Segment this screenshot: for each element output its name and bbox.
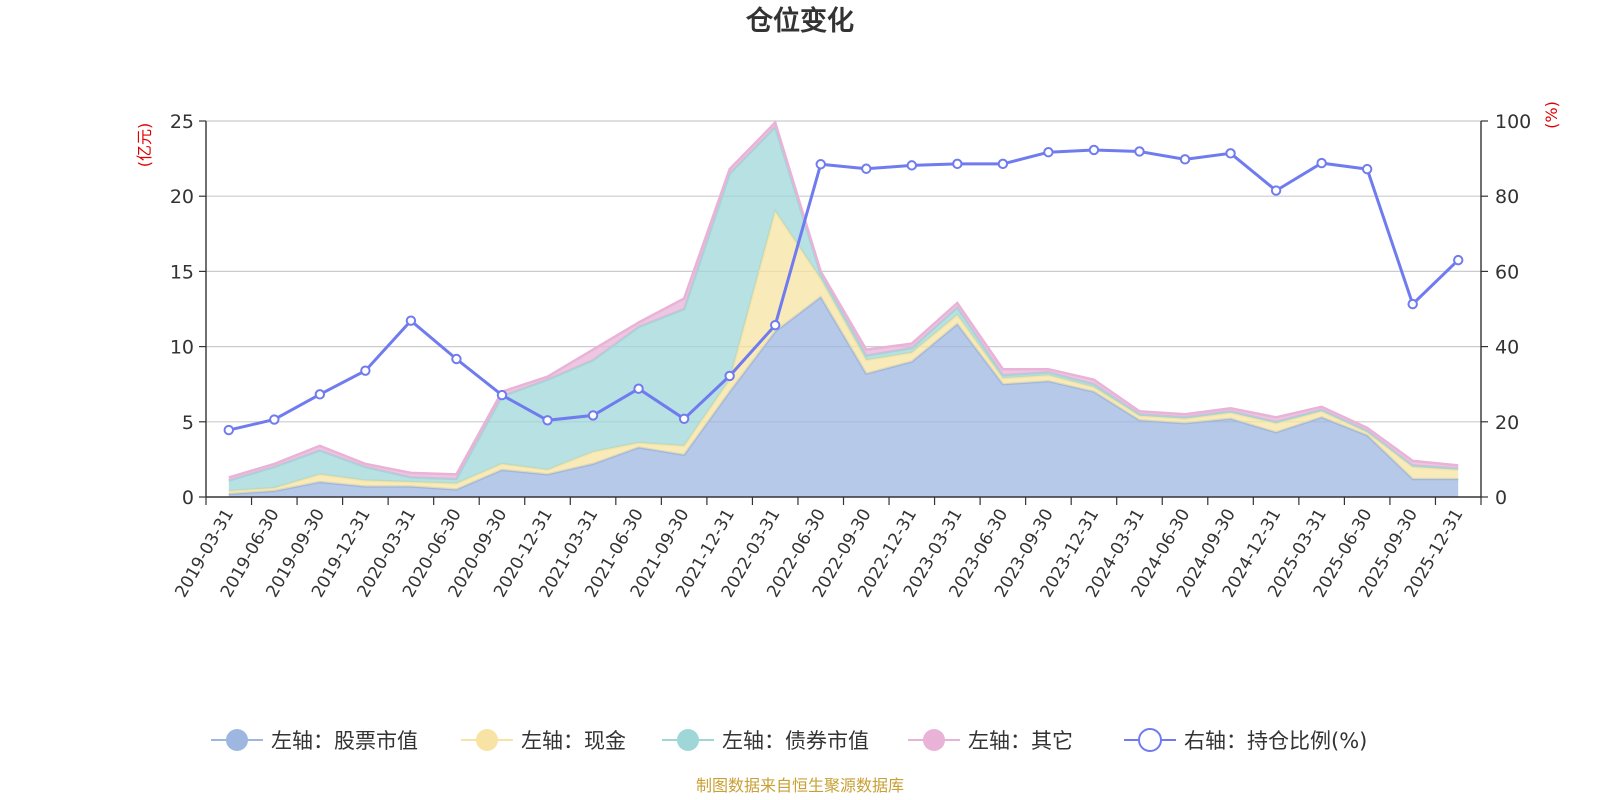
legend-label-4: 右轴：持仓比例(%): [1184, 729, 1367, 753]
right-axis-tick-label: 0: [1495, 487, 1507, 509]
ratio-line: [228, 148, 1460, 432]
ratio-point: [451, 353, 462, 365]
ratio-point: [997, 158, 1009, 170]
ratio-point: [769, 319, 781, 331]
ratio-point: [861, 163, 872, 174]
ratio-point: [1088, 144, 1100, 156]
area-line-series-3: [228, 120, 1459, 479]
right-axis-tick-label: 80: [1495, 186, 1519, 208]
ratio-point: [360, 365, 371, 376]
legend-label-2: 左轴：债券市值: [722, 729, 869, 753]
ratio-point: [542, 415, 553, 426]
ratio-point: [633, 383, 644, 394]
legend-marker-0: [226, 729, 248, 751]
legend-label-3: 左轴：其它: [968, 729, 1073, 753]
left-axis-tick-label: 10: [170, 337, 194, 359]
legend-label-1: 左轴：现金: [521, 729, 626, 753]
legend-marker-2: [677, 729, 699, 751]
ratio-point: [1225, 148, 1236, 159]
ratio-point: [906, 160, 918, 171]
left-axis-tick-label: 0: [182, 487, 194, 509]
ratio-point: [1453, 254, 1464, 266]
ratio-point: [496, 389, 508, 401]
right-axis-tick-label: 60: [1495, 261, 1519, 283]
ratio-point: [405, 315, 417, 326]
ratio-point: [952, 158, 963, 170]
ratio-point: [724, 370, 735, 382]
left-axis-tick-label: 5: [182, 412, 194, 434]
ratio-point: [1043, 147, 1054, 158]
ratio-point: [1316, 157, 1327, 169]
source-footer: 制图数据来自恒生聚源数据库: [696, 776, 904, 795]
right-axis-unit: (%): [1542, 101, 1561, 129]
ratio-point: [314, 389, 326, 400]
ratio-point: [587, 410, 599, 421]
ratio-point: [815, 159, 826, 170]
chart-title: 仓位变化: [745, 5, 854, 37]
left-axis-tick-label: 25: [170, 111, 194, 133]
left-axis-unit: (亿元): [135, 123, 154, 168]
ratio-point: [1134, 146, 1145, 157]
legend-label-0: 左轴：股票市值: [271, 729, 418, 753]
legend-marker-4: [1138, 728, 1162, 752]
ratio-point: [269, 414, 280, 425]
legend-marker-3: [923, 729, 945, 751]
right-axis-tick-label: 40: [1495, 337, 1519, 359]
legend-marker-1: [476, 729, 498, 751]
area-series-2: [228, 127, 1459, 491]
ratio-point: [1407, 298, 1418, 310]
area-series-0: [228, 297, 1459, 497]
ratio-point: [678, 413, 690, 424]
ratio-point: [1361, 163, 1373, 175]
ratio-point: [1270, 185, 1282, 196]
ratio-point: [223, 424, 234, 436]
ratio-point: [1179, 154, 1191, 165]
left-axis-tick-label: 20: [170, 186, 194, 208]
right-axis-tick-label: 100: [1495, 111, 1531, 133]
left-axis-tick-label: 15: [170, 261, 194, 283]
right-axis-tick-label: 20: [1495, 412, 1519, 434]
